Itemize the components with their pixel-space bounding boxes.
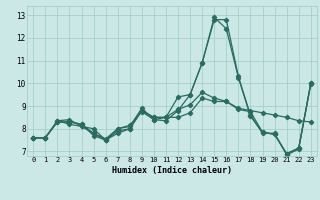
X-axis label: Humidex (Indice chaleur): Humidex (Indice chaleur) [112, 166, 232, 175]
